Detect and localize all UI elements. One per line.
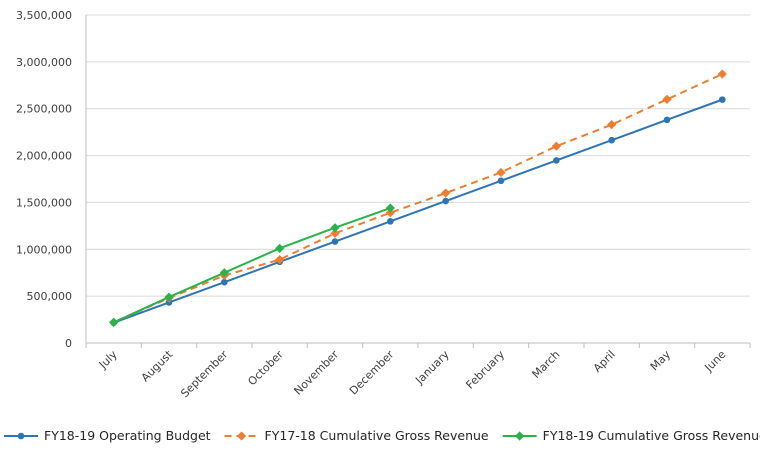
- data-point: [275, 254, 285, 265]
- legend-label: FY18-19 Cumulative Gross Revenue: [543, 428, 760, 443]
- y-tick-label: 2,000,000: [16, 150, 72, 163]
- data-point: [496, 167, 506, 178]
- x-tick-label: July: [96, 348, 120, 372]
- data-point: [331, 238, 339, 245]
- data-point: [662, 94, 672, 104]
- y-tick-label: 1,000,000: [16, 243, 72, 256]
- data-point: [441, 188, 451, 198]
- legend-item: FY18-19 Operating Budget: [4, 428, 211, 443]
- series-line: [113, 73, 723, 324]
- y-tick-label: 2,500,000: [16, 103, 72, 116]
- data-point: [330, 223, 340, 233]
- x-tick-label: August: [139, 347, 176, 384]
- x-tick-label: February: [463, 348, 507, 392]
- data-point: [221, 278, 228, 286]
- x-tick-label: November: [291, 348, 341, 398]
- data-point: [608, 136, 615, 144]
- y-tick-label: 0: [65, 337, 72, 350]
- y-tick-label: 3,000,000: [16, 56, 72, 69]
- data-point: [385, 203, 395, 213]
- legend: FY18-19 Operating Budget FY17-18 Cumulati…: [4, 428, 760, 443]
- gridlines: [86, 14, 750, 297]
- x-tick-label: April: [591, 348, 618, 375]
- legend-label: FY18-19 Operating Budget: [44, 428, 211, 443]
- data-point: [109, 317, 119, 327]
- legend-label: FY17-18 Cumulative Gross Revenue: [265, 428, 489, 443]
- x-tick-label: December: [347, 348, 397, 398]
- data-point: [607, 120, 617, 130]
- legend-item: FY17-18 Cumulative Gross Revenue: [224, 428, 489, 443]
- data-point: [219, 268, 229, 278]
- x-tick-label: May: [648, 348, 674, 374]
- series-markers: [109, 69, 727, 327]
- y-tick-label: 500,000: [27, 290, 73, 303]
- x-tick-label: October: [245, 348, 286, 389]
- data-point: [551, 141, 561, 151]
- data-point: [387, 218, 394, 225]
- data-point: [442, 197, 449, 205]
- y-tick-label: 3,500,000: [16, 9, 72, 22]
- data-point: [663, 116, 671, 124]
- series-lines: [113, 73, 723, 324]
- data-point: [553, 157, 560, 164]
- data-point: [236, 431, 247, 441]
- legend-item: FY18-19 Cumulative Gross Revenue: [502, 428, 760, 443]
- y-tick-label: 1,500,000: [16, 196, 72, 209]
- data-point: [275, 243, 285, 253]
- x-tick-label: June: [702, 348, 729, 375]
- axes: 0 500,000 1,000,000 1,500,000 2,000,000 2,500…: [16, 9, 751, 401]
- x-tick-label: September: [178, 348, 231, 401]
- data-point: [497, 177, 505, 185]
- data-point: [515, 431, 525, 441]
- series-line: [113, 207, 391, 324]
- x-tick-label: March: [530, 348, 563, 381]
- x-tick-label: January: [412, 348, 452, 388]
- data-point: [717, 69, 727, 79]
- data-point: [330, 228, 340, 238]
- data-point: [17, 432, 25, 440]
- series-line: [113, 98, 723, 324]
- data-point: [385, 208, 395, 218]
- data-point: [164, 292, 174, 302]
- data-point: [719, 96, 726, 103]
